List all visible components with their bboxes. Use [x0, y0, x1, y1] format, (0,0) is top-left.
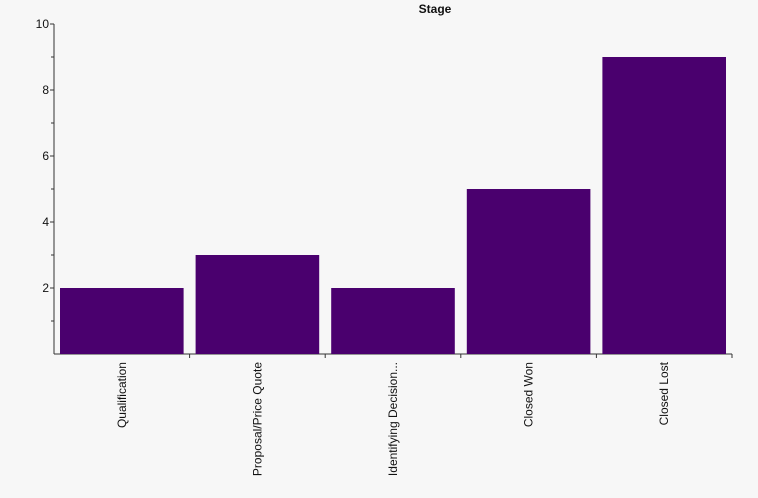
bars	[60, 57, 726, 354]
x-axis-labels: Qualification Proposal/Price Quote Identif…	[115, 361, 671, 476]
x-category-label: Qualification	[115, 362, 129, 428]
y-axis-ticks: 2 4 6 8 10	[36, 17, 54, 322]
bar[interactable]	[60, 288, 184, 354]
y-tick-label: 2	[42, 281, 49, 295]
x-category-label: Closed Won	[522, 362, 536, 427]
bar[interactable]	[602, 57, 726, 354]
bar[interactable]	[195, 255, 320, 354]
bar[interactable]	[331, 288, 455, 354]
x-category-label: Identifying Decision...	[386, 362, 400, 476]
x-category-label: Proposal/Price Quote	[250, 362, 264, 476]
y-tick-label: 8	[42, 83, 49, 97]
y-tick-label: 6	[42, 149, 49, 163]
chart-title: Stage	[419, 2, 452, 16]
y-tick-label: 10	[36, 17, 50, 31]
y-tick-label: 4	[42, 215, 49, 229]
bar[interactable]	[466, 189, 591, 354]
x-category-label: Closed Lost	[657, 361, 671, 425]
